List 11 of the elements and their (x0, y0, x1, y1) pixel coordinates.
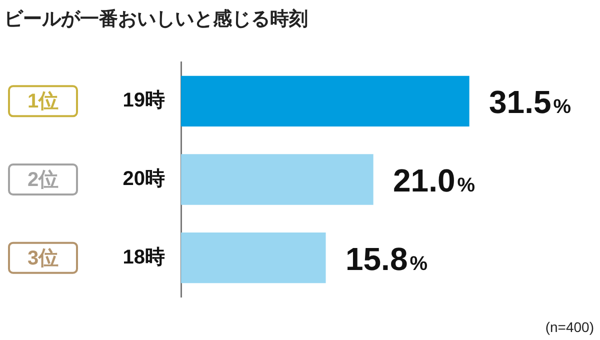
text: (n=400) (545, 319, 594, 335)
data-label: 31.5% (489, 84, 572, 120)
data-label: 15.8% (345, 240, 428, 277)
y-tick-label: 18時 (122, 246, 165, 268)
text: 2位 (27, 169, 59, 192)
data-label: 21.0% (393, 162, 476, 198)
text: 3位 (27, 247, 59, 270)
y-tick-label: 20時 (122, 168, 165, 190)
text: 1位 (27, 90, 59, 113)
y-tick-label: 19時 (122, 90, 165, 112)
chart-title: ビールが一番おいしいと感じる時刻 (4, 8, 308, 30)
